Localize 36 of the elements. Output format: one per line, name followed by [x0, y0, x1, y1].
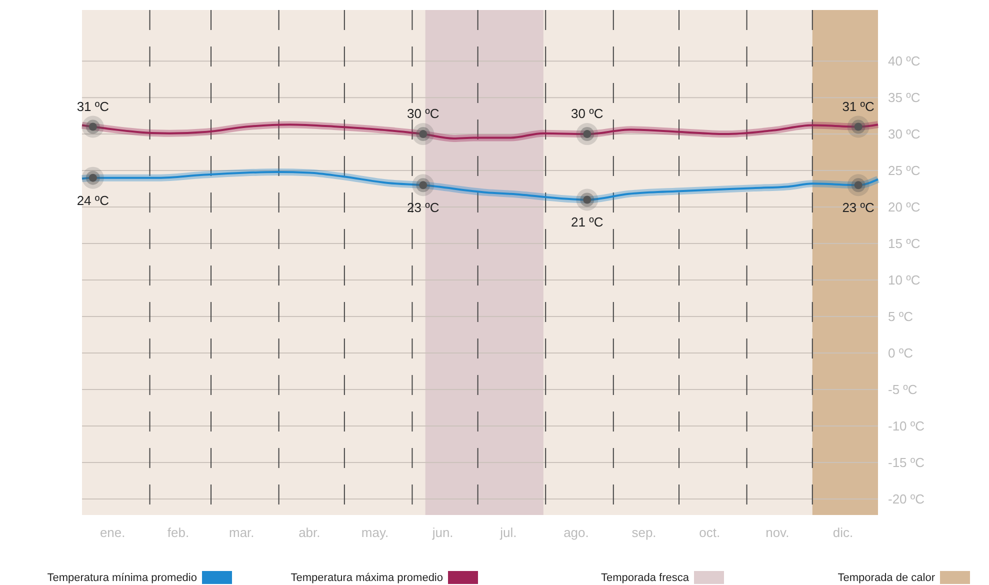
x-tick-label: jul.: [499, 525, 517, 540]
data-label: 31 ºC: [76, 98, 110, 114]
x-tick-label: nov.: [766, 525, 790, 540]
x-tick-label: abr.: [298, 525, 320, 540]
y-tick-label: 40 ºC: [888, 54, 920, 69]
data-label: 30 ºC: [407, 106, 440, 122]
legend-label: Temporada fresca: [600, 572, 690, 584]
y-tick-label: -15 ºC: [888, 455, 925, 470]
y-tick-label: 10 ºC: [888, 272, 920, 288]
y-tick-label: 0 ºC: [888, 346, 913, 361]
y-tick-label: -5 ºC: [888, 382, 918, 398]
y-tick-label: 25 ºC: [888, 163, 920, 178]
y-tick-label: 5 ºC: [888, 309, 913, 324]
x-tick-label: sep.: [632, 525, 656, 540]
y-tick-label: -10 ºC: [888, 418, 925, 434]
y-tick-label: 30 ºC: [888, 126, 920, 142]
x-tick-label: jun.: [431, 525, 454, 540]
x-tick-label: oct.: [699, 525, 720, 540]
x-tick-label: feb.: [167, 525, 190, 540]
data-label: 31 ºC: [842, 98, 874, 114]
x-tick-label: mar.: [228, 525, 254, 540]
x-tick-label: ene.: [100, 525, 126, 540]
legend-label: Temporada de calor: [838, 572, 936, 584]
x-tick-label: ago.: [564, 525, 589, 540]
y-tick-label: -20 ºC: [888, 491, 925, 506]
data-label: 23 ºC: [842, 200, 874, 216]
x-tick-label: dic.: [832, 525, 854, 540]
legend-label: Temperatura máxima promedio: [290, 572, 443, 584]
x-tick-label: may.: [361, 525, 389, 540]
y-tick-label: 35 ºC: [888, 90, 920, 106]
legend-label: Temperatura mínima promedio: [47, 572, 197, 584]
data-label: 30 ºC: [571, 106, 604, 122]
data-label: 21 ºC: [571, 214, 604, 230]
y-tick-label: 20 ºC: [888, 200, 920, 215]
y-tick-label: 15 ºC: [888, 236, 920, 252]
data-label: 24 ºC: [76, 192, 110, 208]
